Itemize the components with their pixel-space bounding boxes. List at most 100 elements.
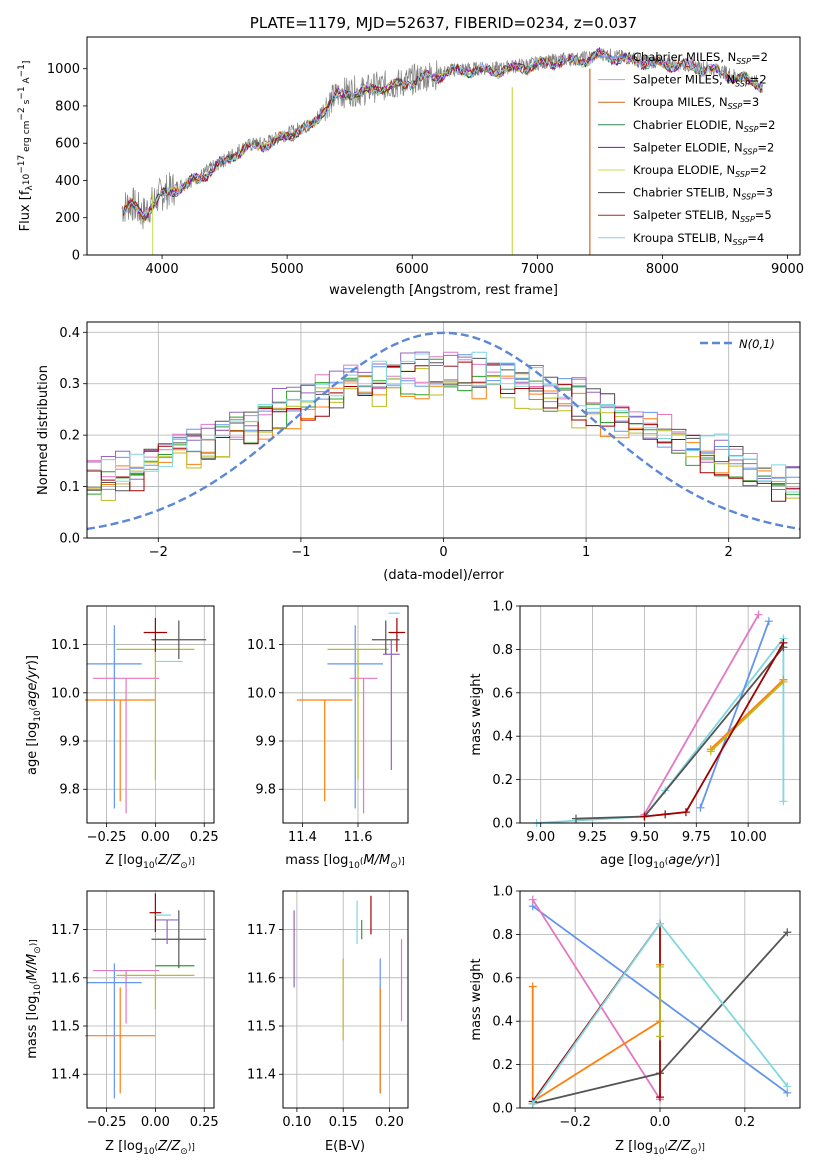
legend-text: =2 xyxy=(757,140,774,154)
y-tick-label: 0.0 xyxy=(492,1102,513,1117)
plot-frame xyxy=(282,605,409,824)
plus-marker xyxy=(779,797,788,806)
axes-mass-vs-ebv xyxy=(283,891,408,1108)
y-tick-label: 1.0 xyxy=(492,885,513,900)
label-part: 10 xyxy=(33,984,43,996)
plus-marker xyxy=(528,895,537,904)
y-tick-label: 10.1 xyxy=(51,638,80,653)
y-tick-label: 9.8 xyxy=(59,783,80,798)
normal-curve xyxy=(86,331,801,531)
frame-spectrum: 4000 5000 6000 7000 8000 9000 0 200 400 600 800 100… xyxy=(47,36,804,277)
y-tick-label: 0 xyxy=(72,249,80,264)
label-part: M/M xyxy=(363,853,390,868)
plot-frame xyxy=(519,605,801,824)
frame-age-vs-Z: −0.25 0.00 0.25 9.8 9.9 10.0 10.1 xyxy=(51,605,219,845)
plus-marker xyxy=(656,919,664,928)
legend-label: Chabrier MILES, NSSP=2 xyxy=(633,50,768,66)
x-tick-label: −1 xyxy=(291,545,310,560)
label-part: mass [log xyxy=(285,853,348,868)
label-part: ⊙ xyxy=(180,1147,188,1157)
label-part: erg cm xyxy=(22,121,32,155)
weight-series xyxy=(643,614,760,815)
legend-text: Salpeter MILES, N xyxy=(633,73,735,87)
x-tick-label: 8000 xyxy=(646,262,679,277)
legend-sub: SSP xyxy=(743,147,758,156)
histogram-step xyxy=(87,351,800,493)
x-axis-label: Z [log10(Z/Z⊙)] xyxy=(615,1139,705,1157)
plus-marker xyxy=(656,962,664,971)
x-tick-label: −0.25 xyxy=(87,830,127,845)
x-tick-label: 9.50 xyxy=(630,830,659,845)
y-tick-label: 0.4 xyxy=(492,730,513,745)
label-part: Z [log xyxy=(105,853,143,868)
plus-marker xyxy=(779,638,788,647)
y-tick-label: 0.6 xyxy=(492,686,513,701)
x-tick-label: 1 xyxy=(582,545,590,560)
label-part: )] xyxy=(188,1143,195,1153)
label-part: mass [log xyxy=(25,996,40,1059)
x-axis-label: (data-model)/error xyxy=(383,568,504,583)
legend-text: Chabrier ELODIE, N xyxy=(633,118,744,132)
plot-frame xyxy=(86,36,801,256)
frame-age-vs-mass: 11.4 11.6 9.8 9.9 10.0 10.1 xyxy=(247,605,409,845)
legend-sub: SSP xyxy=(733,238,748,247)
legend: N(0,1) xyxy=(700,337,775,351)
y-tick-label: 9.9 xyxy=(59,735,80,750)
label-part: ( xyxy=(665,1143,669,1153)
histograms xyxy=(86,331,801,531)
label-part: 10 xyxy=(143,861,155,871)
label-part: 10 xyxy=(22,174,32,186)
label-part: )] xyxy=(29,939,39,946)
x-tick-label: 9.25 xyxy=(578,830,607,845)
x-tick-label: −2 xyxy=(149,545,168,560)
legend-text: Chabrier STELIB, N xyxy=(633,186,741,200)
plus-marker xyxy=(681,808,690,817)
label-part: Z [log xyxy=(615,1139,653,1154)
label-part: A xyxy=(22,77,32,87)
spectrum-lines xyxy=(121,46,763,255)
histogram-step xyxy=(87,351,800,489)
legend-sub: SSP xyxy=(735,170,750,179)
y-axis-label: mass [log10(M/M⊙)] xyxy=(25,939,43,1059)
x-tick-label: 0.2 xyxy=(735,1115,756,1130)
label-part: )] xyxy=(188,857,195,867)
y-tick-label: 200 xyxy=(55,211,80,226)
axes-age-vs-mass xyxy=(283,606,408,823)
weight-series xyxy=(536,635,785,824)
y-axis-label: Normed distribution xyxy=(36,365,51,495)
label-part: )] xyxy=(710,853,720,868)
label-part: M/M xyxy=(25,954,40,981)
legend-label: Salpeter ELODIE, NSSP=2 xyxy=(633,140,774,156)
legend-sub: SSP xyxy=(741,193,756,202)
model-spectrum xyxy=(122,50,763,217)
label-part: ( xyxy=(155,857,159,867)
label-part: 10 xyxy=(653,1147,665,1157)
label-part: 10 xyxy=(653,861,665,871)
label-part: ( xyxy=(665,857,669,867)
x-tick-label: 9.75 xyxy=(682,830,711,845)
x-tick-label: 0.00 xyxy=(141,830,170,845)
label-part: s xyxy=(22,99,32,107)
lines-weight-vs-Z xyxy=(528,895,792,1108)
weight-series xyxy=(575,646,785,820)
plus-marker xyxy=(706,747,715,756)
y-tick-label: 1.0 xyxy=(492,600,513,615)
y-tick-label: 0.0 xyxy=(492,817,513,832)
errorbars-mass-vs-Z xyxy=(85,893,207,1099)
legend-label: N(0,1) xyxy=(739,337,775,351)
label-part: Z [log xyxy=(105,1139,143,1154)
label-part: 10 xyxy=(33,710,43,722)
y-axis-label: mass weight xyxy=(469,958,484,1040)
legend-text: =3 xyxy=(742,95,759,109)
errorbars-age-vs-Z xyxy=(85,618,207,814)
x-axis-label: Z [log10(Z/Z⊙)] xyxy=(105,853,195,871)
plot-frame xyxy=(86,890,215,1109)
y-tick-label: 11.6 xyxy=(247,971,276,986)
y-tick-label: 11.5 xyxy=(51,1020,80,1035)
frame-weight-vs-Z: −0.2 0.0 0.2 0.0 0.2 0.4 0.6 0.8 1.0 xyxy=(492,885,801,1130)
y-tick-label: 10.1 xyxy=(247,638,276,653)
legend: Chabrier MILES, NSSP=2 Salpeter MILES, N S… xyxy=(598,50,775,247)
label-part: Z/Z xyxy=(157,1139,181,1154)
label-part: )] xyxy=(698,1143,705,1153)
